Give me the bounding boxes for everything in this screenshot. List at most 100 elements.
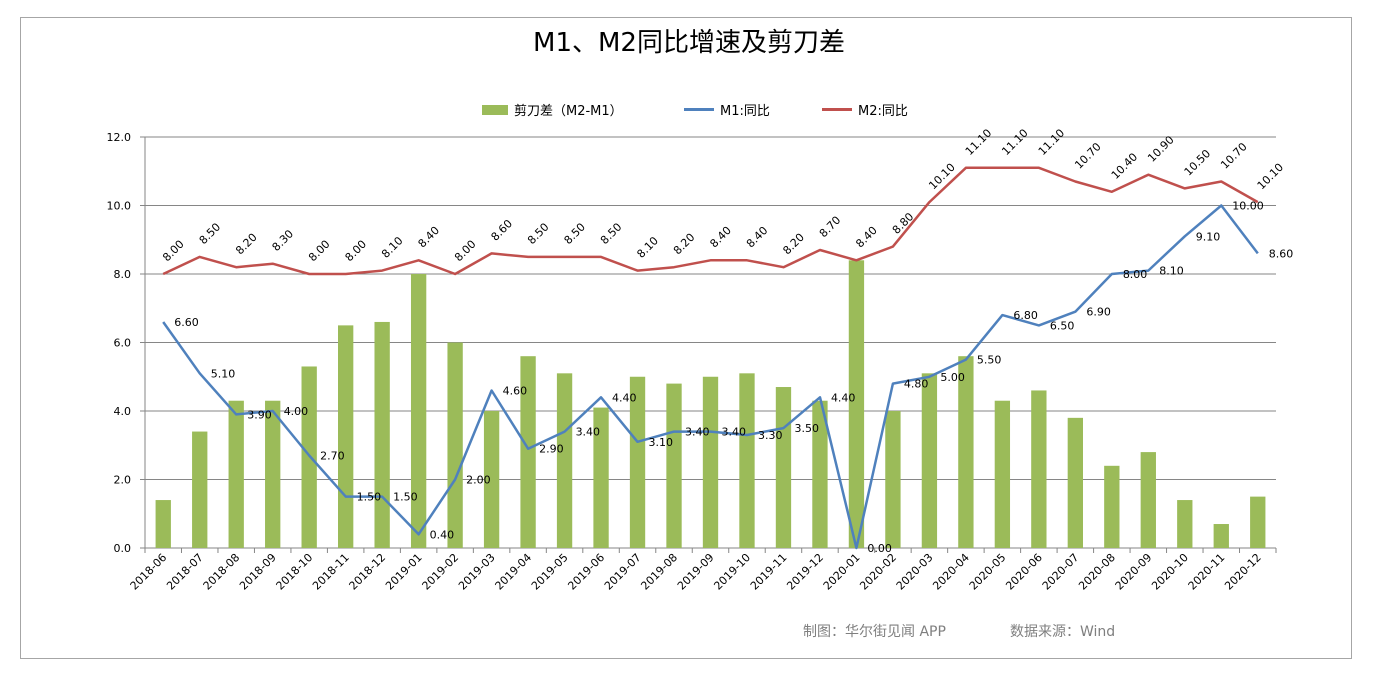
y-tick-label: 8.0 — [114, 268, 132, 281]
x-tick-label: 2020-10 — [1149, 551, 1191, 593]
bar-spread — [1067, 417, 1084, 548]
x-tick-label: 2020-01 — [821, 551, 863, 593]
bar-spread — [921, 373, 938, 548]
bar-spread — [885, 411, 901, 548]
x-tick-label: 2019-01 — [383, 551, 425, 593]
data-label-m2: 10.50 — [1182, 147, 1213, 178]
data-label-m2: 8.00 — [306, 238, 333, 265]
data-label-m1: 1.50 — [357, 491, 382, 504]
data-label-m2: 8.40 — [744, 224, 771, 251]
bar-spread — [739, 373, 755, 548]
bar-spread — [666, 383, 682, 548]
bar-spread — [192, 431, 208, 548]
data-label-m1: 4.40 — [831, 391, 856, 404]
x-tick-label: 2020-11 — [1186, 551, 1228, 593]
data-label-m1: 1.50 — [393, 491, 418, 504]
data-label-m2: 10.70 — [1072, 140, 1103, 171]
data-label-m2: 8.50 — [525, 220, 552, 247]
x-tick-label: 2020-06 — [1003, 551, 1045, 593]
made-by-label: 制图：华尔街见闻 APP — [803, 624, 946, 640]
series-m1 — [162, 204, 1259, 550]
bar-spread — [593, 407, 609, 548]
x-tick-label: 2020-07 — [1040, 551, 1082, 593]
bar-spread — [848, 260, 865, 548]
bar-spread — [556, 373, 573, 548]
x-tick-label: 2019-06 — [565, 551, 607, 593]
data-label-m2: 10.40 — [1109, 150, 1140, 181]
bar-spread — [265, 400, 281, 548]
data-label-m1: 3.90 — [247, 408, 271, 421]
bar-spread — [994, 400, 1011, 548]
data-label-m2: 10.90 — [1145, 133, 1176, 164]
x-tick-label: 2018-11 — [310, 551, 352, 593]
data-label-m2: 8.20 — [671, 231, 698, 258]
bar-spread — [1104, 465, 1120, 548]
x-tick-label: 2018-06 — [128, 551, 170, 593]
legend-swatch-m2 — [822, 108, 852, 111]
data-label-m1: 3.40 — [576, 426, 601, 439]
x-tick-label: 2018-10 — [274, 551, 316, 593]
x-tick-label: 2019-12 — [784, 551, 826, 593]
line-m2 — [162, 166, 1259, 276]
chart-title: M1、M2同比增速及剪刀差 — [533, 28, 845, 58]
data-label-m1: 8.10 — [1159, 265, 1184, 278]
legend-label-m2: M2:同比 — [858, 104, 908, 119]
y-tick-label: 4.0 — [114, 405, 132, 418]
data-label-m1: 3.10 — [649, 436, 674, 449]
x-tick-label: 2020-05 — [967, 551, 1009, 593]
bar-spread — [155, 500, 171, 548]
x-tick-label: 2018-07 — [164, 551, 206, 593]
legend-swatch-m1 — [684, 108, 714, 111]
line-m1 — [162, 204, 1259, 550]
x-tick-label: 2019-08 — [638, 551, 680, 593]
x-tick-label: 2020-04 — [930, 551, 972, 593]
bar-spread — [702, 376, 719, 548]
data-label-m2: 8.20 — [233, 231, 260, 258]
data-label-m2: 11.10 — [963, 126, 994, 157]
x-tick-label: 2018-09 — [237, 551, 279, 593]
data-labels: 8.00 8.50 8.20 8.30 8.00 8.00 8.10 8.40 8.00 8.60… — [160, 126, 1293, 555]
x-tick-label: 2019-07 — [602, 551, 644, 593]
x-tick-label: 2019-04 — [493, 551, 535, 593]
data-label-m2: 8.00 — [160, 238, 187, 265]
data-label-m1: 4.60 — [503, 384, 528, 397]
legend-item-spread: 剪刀差（M2-M1） — [482, 100, 623, 119]
legend: 剪刀差（M2-M1） M1:同比 M2:同比 — [0, 100, 1378, 120]
data-label-m1: 6.60 — [174, 316, 199, 329]
x-tick-label: 2020-09 — [1113, 551, 1155, 593]
legend-swatch-spread — [482, 104, 508, 115]
data-label-m2: 8.50 — [197, 220, 224, 247]
data-label-m1: 3.30 — [758, 429, 783, 442]
axes: 0.02.04.06.08.010.012.02018-062018-07201… — [107, 131, 1277, 593]
data-label-m1: 3.40 — [722, 426, 747, 439]
x-tick-label: 2019-05 — [529, 551, 571, 593]
x-tick-label: 2020-03 — [894, 551, 936, 593]
data-label-m2: 10.10 — [1255, 161, 1286, 192]
x-tick-label: 2020-08 — [1076, 551, 1118, 593]
y-tick-label: 2.0 — [114, 474, 132, 487]
data-label-m2: 8.10 — [379, 234, 406, 261]
data-label-m2: 11.10 — [1036, 126, 1067, 157]
source-label: 数据来源：Wind — [1010, 624, 1116, 640]
data-label-m2: 10.70 — [1218, 140, 1249, 171]
bar-spread — [1250, 496, 1266, 548]
data-label-m1: 8.60 — [1269, 247, 1294, 260]
data-label-m2: 8.70 — [817, 214, 844, 241]
bar-spread — [1213, 524, 1229, 548]
data-label-m2: 8.00 — [452, 238, 479, 265]
data-label-m1: 3.50 — [794, 422, 819, 435]
bar-spread — [1177, 500, 1193, 548]
data-label-m2: 10.10 — [926, 161, 957, 192]
data-label-m1: 2.90 — [539, 443, 564, 456]
legend-label-m1: M1:同比 — [720, 104, 770, 119]
x-tick-label: 2019-02 — [420, 551, 462, 593]
data-label-m1: 5.00 — [940, 371, 965, 384]
bar-spread — [228, 400, 244, 548]
data-label-m2: 8.50 — [598, 220, 625, 247]
x-tick-label: 2019-11 — [748, 551, 790, 593]
data-label-m1: 4.40 — [612, 391, 637, 404]
data-label-m2: 8.30 — [270, 227, 297, 254]
x-tick-label: 2020-02 — [857, 551, 899, 593]
data-label-m1: 5.10 — [211, 367, 236, 380]
bar-spread — [1140, 452, 1156, 548]
